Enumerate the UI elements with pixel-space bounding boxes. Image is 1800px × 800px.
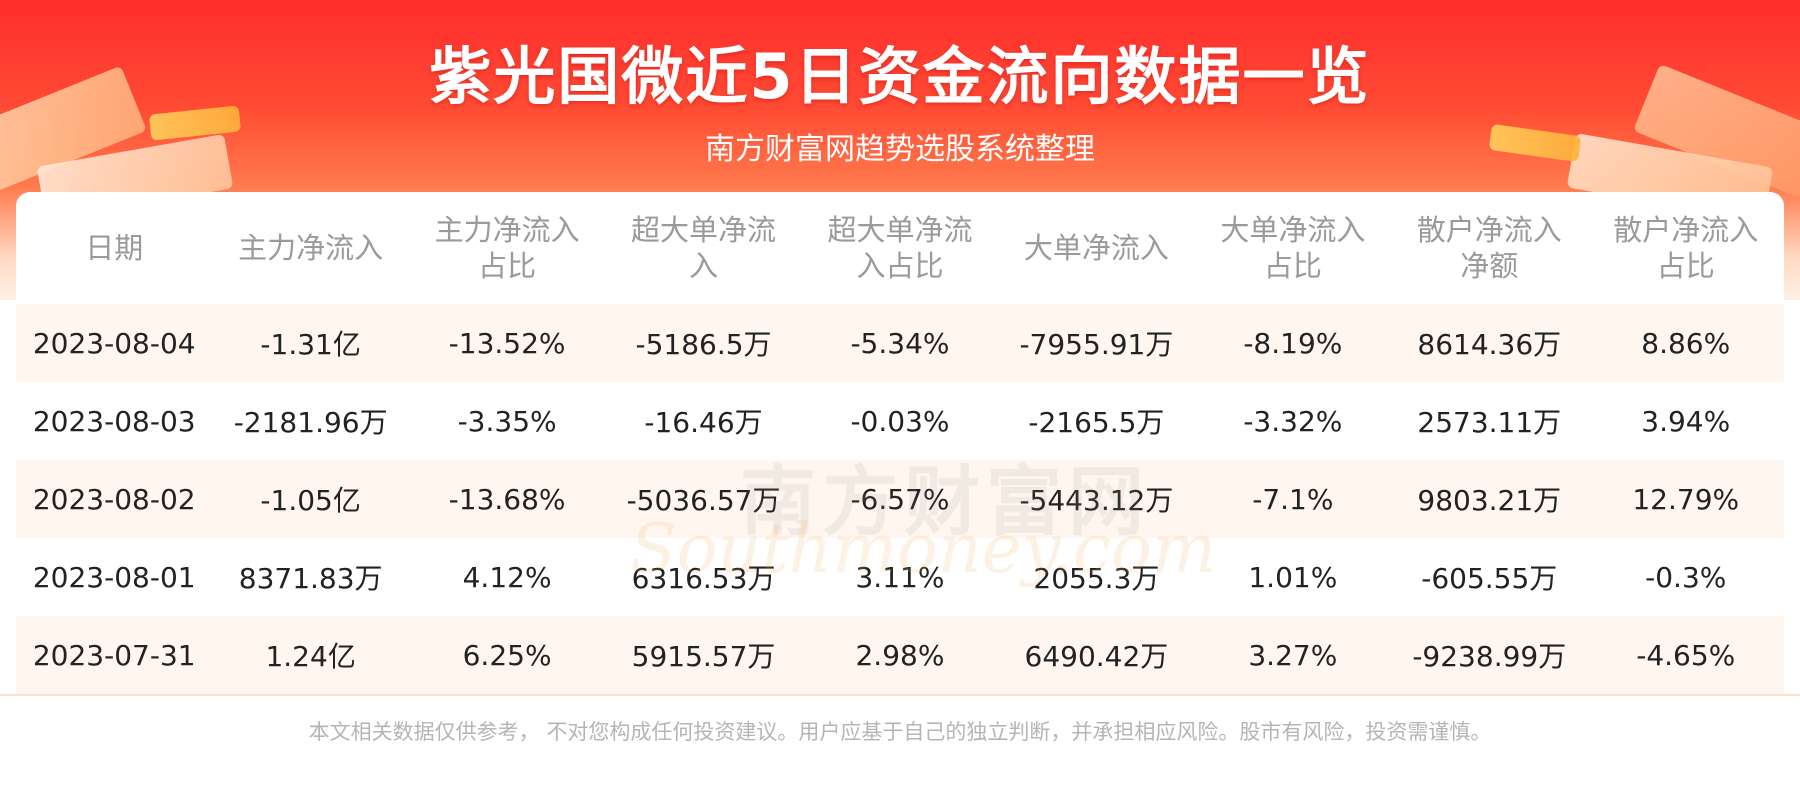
value-cell: -7955.91万 <box>998 304 1195 382</box>
value-cell: 1.01% <box>1194 538 1392 616</box>
column-header: 主力净流入 占比 <box>434 213 580 283</box>
table-row: 2023-08-03 -2181.96万 -3.35% -16.46万 -0.03% -2… <box>16 382 1784 460</box>
footer-divider <box>0 694 1800 696</box>
value-cell: 2573.11万 <box>1391 382 1588 460</box>
column-header: 日期 <box>85 231 144 265</box>
value-cell: -1.31亿 <box>212 304 409 382</box>
value-cell: -5.34% <box>801 304 999 382</box>
column-header: 超大单净流 入占比 <box>827 213 973 283</box>
value-cell: 9803.21万 <box>1391 460 1588 538</box>
value-cell: -605.55万 <box>1391 538 1588 616</box>
value-cell: -0.3% <box>1587 538 1784 616</box>
value-cell: -7.1% <box>1194 460 1392 538</box>
value-cell: -16.46万 <box>605 382 802 460</box>
value-cell: 2055.3万 <box>998 538 1195 616</box>
value-cell: 6.25% <box>408 616 606 694</box>
value-cell: -5186.5万 <box>605 304 802 382</box>
value-cell: -3.35% <box>408 382 606 460</box>
value-cell: -13.68% <box>408 460 606 538</box>
value-cell: 4.12% <box>408 538 606 616</box>
date-cell: 2023-08-02 <box>16 460 213 538</box>
value-cell: -13.52% <box>408 304 606 382</box>
value-cell: 6490.42万 <box>998 616 1195 694</box>
table-body: 2023-08-04 -1.31亿 -13.52% -5186.5万 -5.34% -79… <box>16 304 1784 694</box>
value-cell: 12.79% <box>1587 460 1784 538</box>
value-cell: 2.98% <box>801 616 999 694</box>
value-cell: 3.11% <box>801 538 999 616</box>
value-cell: 8371.83万 <box>212 538 409 616</box>
value-cell: -9238.99万 <box>1391 616 1588 694</box>
value-cell: -1.05亿 <box>212 460 409 538</box>
column-header: 超大单净流 入 <box>631 213 777 283</box>
page-subtitle: 南方财富网趋势选股系统整理 <box>705 132 1095 167</box>
date-cell: 2023-07-31 <box>16 616 213 694</box>
date-cell: 2023-08-01 <box>16 538 213 616</box>
table-row: 2023-08-01 8371.83万 4.12% 6316.53万 3.11% 2055… <box>16 538 1784 616</box>
value-cell: -0.03% <box>801 382 999 460</box>
table-row: 2023-08-02 -1.05亿 -13.68% -5036.57万 -6.57% -5… <box>16 460 1784 538</box>
value-cell: 3.94% <box>1587 382 1784 460</box>
value-cell: 8614.36万 <box>1391 304 1588 382</box>
value-cell: 6316.53万 <box>605 538 802 616</box>
value-cell: -4.65% <box>1587 616 1784 694</box>
value-cell: -5036.57万 <box>605 460 802 538</box>
value-cell: -2181.96万 <box>212 382 409 460</box>
column-header: 大单净流入 <box>1023 231 1169 265</box>
value-cell: -3.32% <box>1194 382 1392 460</box>
value-cell: -6.57% <box>801 460 999 538</box>
column-header: 散户净流入 净额 <box>1416 213 1562 283</box>
column-header: 散户净流入 占比 <box>1613 213 1759 283</box>
table-header-row: 日期 主力净流入 主力净流入 占比 超大单净流 入超大单净流 入占比 大单净流入 大单净流… <box>16 192 1784 304</box>
column-header: 大单净流入 占比 <box>1220 213 1366 283</box>
fund-flow-table: 日期 主力净流入 主力净流入 占比 超大单净流 入超大单净流 入占比 大单净流入 大单净流… <box>16 192 1784 694</box>
table-row: 2023-07-31 1.24亿 6.25% 5915.57万 2.98% 6490.42… <box>16 616 1784 694</box>
date-cell: 2023-08-04 <box>16 304 213 382</box>
value-cell: -8.19% <box>1194 304 1392 382</box>
value-cell: 3.27% <box>1194 616 1392 694</box>
column-header: 主力净流入 <box>238 231 384 265</box>
value-cell: -2165.5万 <box>998 382 1195 460</box>
date-cell: 2023-08-03 <box>16 382 213 460</box>
disclaimer-text: 本文相关数据仅供参考， 不对您构成任何投资建议。用户应基于自己的独立判断，并承担… <box>308 720 1492 744</box>
value-cell: 5915.57万 <box>605 616 802 694</box>
table-row: 2023-08-04 -1.31亿 -13.52% -5186.5万 -5.34% -79… <box>16 304 1784 382</box>
value-cell: 1.24亿 <box>212 616 409 694</box>
page-title: 紫光国微近5日资金流向数据一览 <box>429 40 1371 113</box>
value-cell: 8.86% <box>1587 304 1784 382</box>
value-cell: -5443.12万 <box>998 460 1195 538</box>
